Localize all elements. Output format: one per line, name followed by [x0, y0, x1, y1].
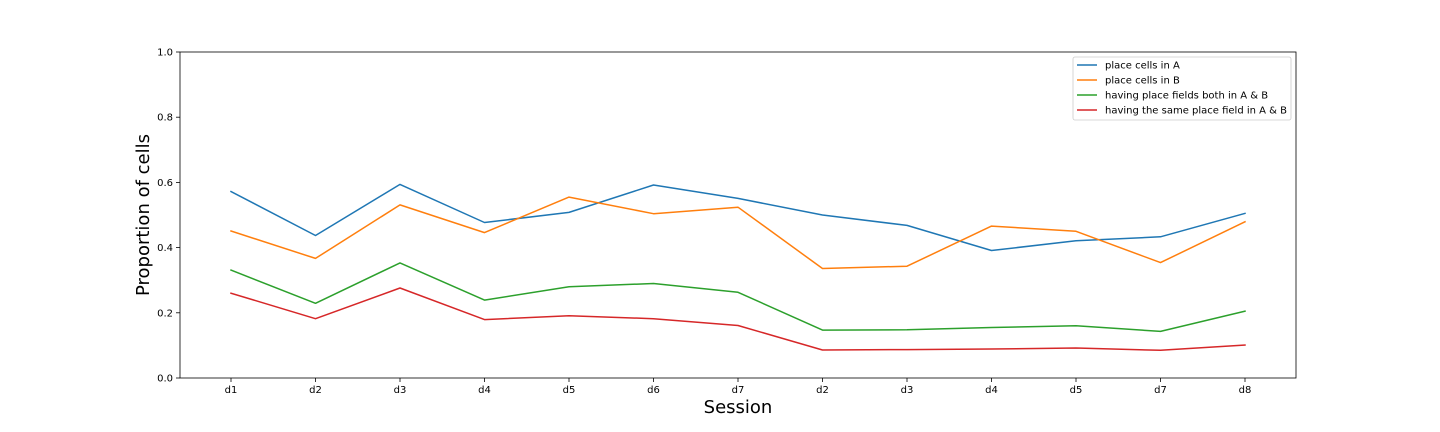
x-axis-title: Session: [704, 397, 773, 418]
x-tick-label: d8: [1239, 385, 1252, 396]
legend-label-1: place cells in A: [1105, 61, 1180, 72]
y-axis-title: Proportion of cells: [133, 134, 154, 296]
series-line-4: [230, 287, 1246, 352]
x-tick-label: d4: [985, 385, 998, 396]
x-tick-label: d5: [1070, 385, 1083, 396]
x-tick-label: d7: [732, 385, 745, 396]
series-line-1: [229, 183, 1246, 252]
x-tick-label: d3: [901, 385, 914, 396]
legend: place cells in A place cells in B having p…: [1072, 56, 1292, 121]
y-tick-label: 0.0: [157, 374, 173, 385]
series-line-2: [230, 196, 1247, 270]
y-tick-label: 0.2: [157, 308, 173, 319]
y-tick-label: 0.4: [157, 243, 173, 254]
x-tick-label: d7: [1154, 385, 1167, 396]
y-tick-label: 1.0: [157, 48, 173, 59]
series-group: [229, 183, 1247, 352]
series-line-3: [230, 262, 1246, 333]
y-tick-label: 0.8: [157, 113, 173, 124]
x-tick-label: d6: [647, 385, 660, 396]
x-tick-label: d1: [225, 385, 238, 396]
legend-label-3: having place fields both in A & B: [1105, 91, 1268, 102]
legend-box: [1072, 56, 1292, 121]
legend-label-4: having the same place field in A & B: [1105, 106, 1287, 117]
legend-label-2: place cells in B: [1105, 76, 1180, 87]
x-tick-label: d4: [478, 385, 491, 396]
x-tick-label: d3: [394, 385, 407, 396]
y-tick-label: 0.6: [157, 178, 173, 189]
axes-group: 0.0 0.2 0.4 0.6 0.8 1.0 d1 d2 d3 d4 d5 d6 d7 d2 d3 d4 d5…: [157, 48, 1297, 396]
x-tick-label: d2: [309, 385, 322, 396]
x-tick-label: d5: [563, 385, 576, 396]
x-tick-label: d2: [816, 385, 829, 396]
